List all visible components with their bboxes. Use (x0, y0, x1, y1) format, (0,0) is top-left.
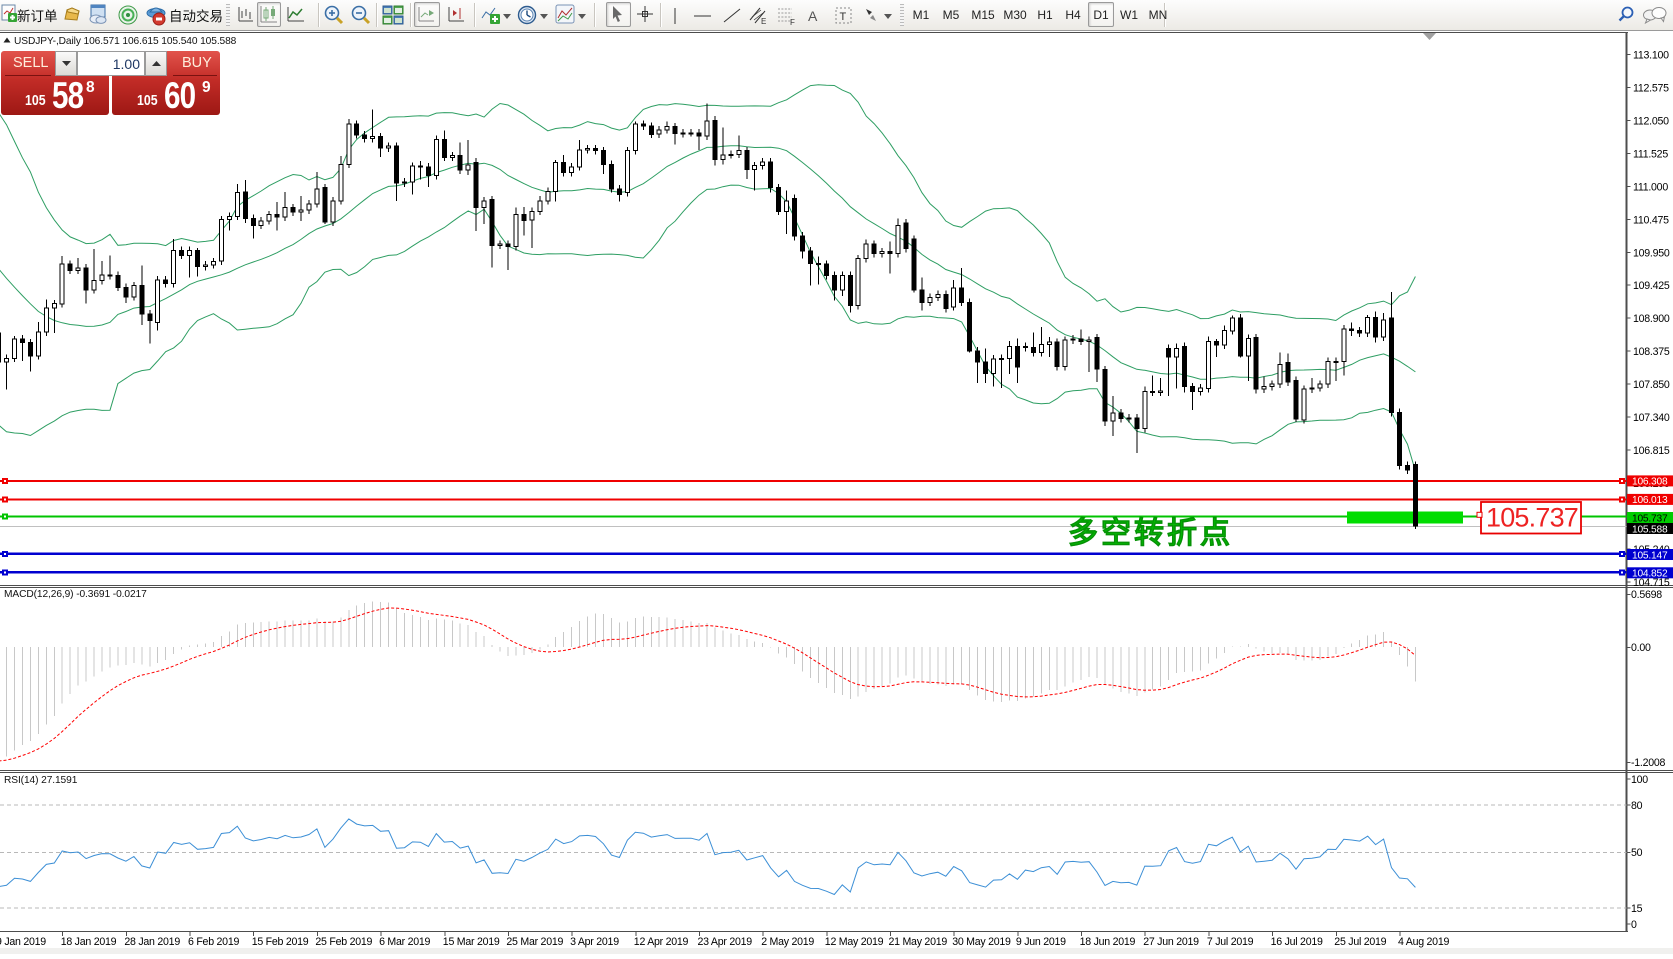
svg-text:21 May 2019: 21 May 2019 (889, 936, 948, 948)
svg-text:27 Jun 2019: 27 Jun 2019 (1143, 936, 1199, 948)
svg-text:107.850: 107.850 (1633, 379, 1670, 391)
svg-text:105.737: 105.737 (1486, 503, 1578, 533)
svg-text:80: 80 (1631, 800, 1643, 812)
svg-text:111.000: 111.000 (1633, 181, 1668, 193)
svg-text:12 May 2019: 12 May 2019 (825, 936, 884, 948)
svg-text:113.100: 113.100 (1633, 50, 1669, 62)
svg-text:28 Jan 2019: 28 Jan 2019 (124, 936, 180, 948)
svg-text:106.013: 106.013 (1632, 495, 1668, 506)
svg-text:T: T (840, 11, 847, 23)
svg-text:112.575: 112.575 (1633, 83, 1669, 95)
svg-text:-1.2008: -1.2008 (1631, 757, 1666, 769)
svg-text:A: A (808, 8, 818, 24)
svg-text:50: 50 (1631, 847, 1643, 859)
svg-text:7 Jul 2019: 7 Jul 2019 (1207, 936, 1254, 948)
svg-text:111.525: 111.525 (1633, 148, 1668, 160)
svg-text:USDJPY-,Daily 106.571 106.615: USDJPY-,Daily 106.571 106.615 105.540 10… (14, 36, 237, 47)
svg-text:12 Apr 2019: 12 Apr 2019 (634, 936, 689, 948)
svg-text:30 May 2019: 30 May 2019 (952, 936, 1011, 948)
svg-text:6 Mar 2019: 6 Mar 2019 (379, 936, 430, 948)
svg-text:108.375: 108.375 (1633, 346, 1670, 358)
svg-text:25 Mar 2019: 25 Mar 2019 (506, 936, 563, 948)
svg-text:15 Mar 2019: 15 Mar 2019 (443, 936, 500, 948)
svg-text:106.815: 106.815 (1633, 445, 1670, 457)
svg-text:2 May 2019: 2 May 2019 (761, 936, 814, 948)
svg-text:25 Feb 2019: 25 Feb 2019 (315, 936, 372, 948)
svg-text:16 Jul 2019: 16 Jul 2019 (1271, 936, 1323, 948)
svg-text:106.308: 106.308 (1632, 477, 1668, 488)
svg-text:18 Jan 2019: 18 Jan 2019 (61, 936, 117, 948)
svg-text:0.5698: 0.5698 (1631, 589, 1662, 601)
svg-text:104.715: 104.715 (1633, 577, 1670, 589)
svg-text:3 Apr 2019: 3 Apr 2019 (570, 936, 619, 948)
svg-text:9 Jan 2019: 9 Jan 2019 (0, 936, 46, 948)
svg-text:112.050: 112.050 (1633, 115, 1669, 127)
svg-text:0.00: 0.00 (1631, 642, 1651, 654)
svg-text:23 Apr 2019: 23 Apr 2019 (698, 936, 753, 948)
svg-text:E: E (761, 17, 766, 26)
svg-text:25 Jul 2019: 25 Jul 2019 (1334, 936, 1386, 948)
svg-text:15: 15 (1631, 903, 1643, 915)
svg-text:RSI(14) 27.1591: RSI(14) 27.1591 (4, 775, 78, 786)
svg-text:多空转折点: 多空转折点 (1068, 517, 1233, 550)
svg-text:4 Aug 2019: 4 Aug 2019 (1398, 936, 1449, 948)
svg-text:105.147: 105.147 (1632, 550, 1668, 561)
svg-text:0: 0 (1631, 919, 1637, 931)
svg-text:107.340: 107.340 (1633, 412, 1670, 424)
svg-text:18 Jun 2019: 18 Jun 2019 (1080, 936, 1136, 948)
svg-text:F: F (790, 18, 795, 27)
svg-text:110.475: 110.475 (1633, 214, 1669, 226)
svg-text:6 Feb 2019: 6 Feb 2019 (188, 936, 239, 948)
svg-text:109.950: 109.950 (1633, 247, 1670, 259)
svg-text:108.900: 108.900 (1633, 313, 1670, 325)
svg-text:100: 100 (1631, 774, 1648, 786)
svg-text:15 Feb 2019: 15 Feb 2019 (252, 936, 309, 948)
svg-text:9 Jun 2019: 9 Jun 2019 (1016, 936, 1066, 948)
svg-text:MACD(12,26,9) -0.3691 -0.0217: MACD(12,26,9) -0.3691 -0.0217 (4, 589, 147, 600)
svg-text:105.737: 105.737 (1632, 513, 1668, 524)
svg-text:104.852: 104.852 (1632, 569, 1668, 580)
svg-text:109.425: 109.425 (1633, 280, 1670, 292)
svg-text:105.588: 105.588 (1632, 524, 1668, 535)
